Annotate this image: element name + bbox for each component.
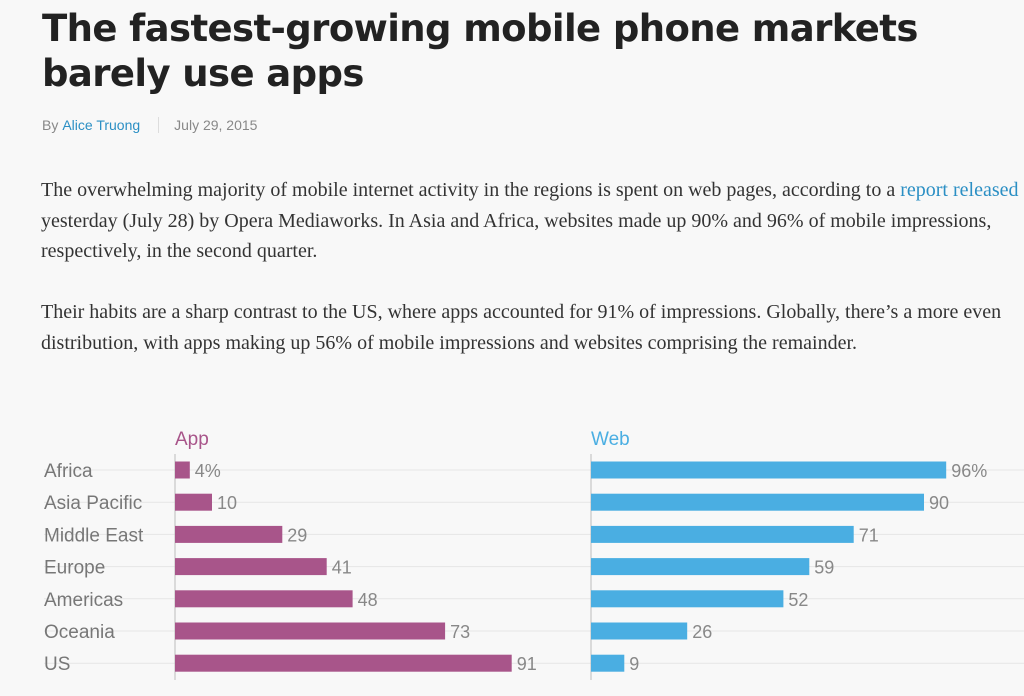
bar-app — [175, 654, 512, 672]
data-label: 29 — [287, 525, 307, 545]
bar-web — [591, 558, 810, 576]
p1-text-end: yesterday (July 28) by Opera Mediaworks.… — [41, 209, 992, 263]
bar-app — [175, 461, 190, 479]
bar-app — [175, 558, 327, 576]
series-title-web: Web — [591, 429, 630, 450]
report-link[interactable]: report released — [900, 179, 1019, 201]
data-label: 26 — [692, 622, 712, 642]
bar-web — [591, 590, 784, 608]
paragraph-2: Their habits are a sharp contrast to the… — [41, 301, 1002, 354]
category-label: Europe — [44, 558, 105, 579]
category-label: US — [44, 654, 70, 675]
bar-app — [175, 590, 353, 608]
byline: By Alice Truong July 29, 2015 — [42, 117, 257, 133]
bar-web — [591, 461, 947, 479]
bar-web — [591, 525, 854, 543]
category-label: Americas — [44, 590, 123, 611]
byline-divider — [158, 117, 160, 133]
data-label: 59 — [814, 558, 834, 578]
data-label: 73 — [450, 622, 470, 642]
data-label: 4% — [195, 461, 221, 481]
category-label: Africa — [44, 461, 93, 482]
data-label: 41 — [332, 558, 352, 578]
series-title-app: App — [175, 429, 209, 450]
bar-app — [175, 622, 446, 640]
data-label: 48 — [358, 590, 378, 610]
author-link[interactable]: Alice Truong — [62, 117, 141, 133]
data-label: 90 — [929, 493, 949, 513]
data-label: 9 — [629, 654, 639, 674]
data-label: 71 — [859, 525, 879, 545]
data-label: 96% — [951, 461, 987, 481]
byline-prefix: By — [42, 117, 59, 133]
data-label: 10 — [217, 493, 237, 513]
publish-date: July 29, 2015 — [174, 117, 258, 133]
bar-app — [175, 493, 212, 511]
bar-web — [591, 493, 924, 511]
category-label: Oceania — [44, 622, 115, 643]
bar-web — [591, 622, 688, 640]
data-label: 52 — [788, 590, 808, 610]
category-label: Middle East — [44, 525, 144, 546]
headline: The fastest-growing mobile phone markets… — [42, 7, 918, 95]
p1-text-start: The overwhelming majority of mobile inte… — [41, 179, 901, 201]
bar-app — [175, 525, 283, 543]
paragraph-1: The overwhelming majority of mobile inte… — [41, 175, 1024, 267]
category-label: Asia Pacific — [44, 493, 142, 514]
bar-web — [591, 654, 625, 672]
bar-chart: Africa Asia Pacific Middle East Europe Ameri… — [44, 429, 1024, 680]
data-label: 91 — [517, 654, 537, 674]
